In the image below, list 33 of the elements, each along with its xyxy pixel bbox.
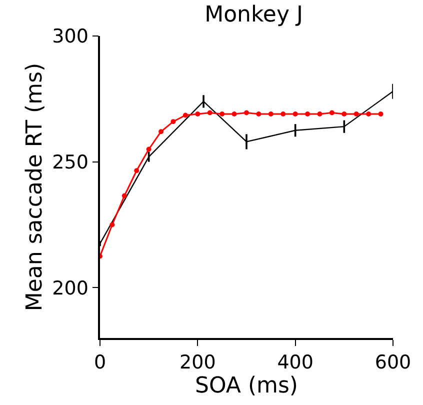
point: [110, 222, 115, 228]
point: [378, 112, 384, 117]
y-tick-label: 250: [52, 151, 88, 174]
point: [342, 112, 347, 117]
point: [220, 112, 225, 117]
x-tick-label: 200: [180, 352, 216, 374]
x-tick-label: 600: [374, 352, 412, 374]
point: [170, 119, 176, 124]
point: [317, 112, 322, 117]
point: [329, 110, 334, 116]
y-tick-label: 200: [52, 277, 88, 300]
x-axis-title: SOA (ms): [195, 374, 298, 399]
y-axis-title: Mean saccade RT (ms): [22, 62, 48, 312]
point: [366, 112, 372, 117]
point: [292, 112, 298, 117]
point: [256, 112, 262, 117]
point: [122, 193, 127, 198]
point: [158, 129, 164, 134]
point: [182, 112, 188, 118]
x-tick-label: 0: [94, 352, 106, 374]
point: [195, 112, 200, 117]
point: [244, 110, 249, 116]
point: [146, 146, 152, 152]
x-tick-label: 400: [277, 352, 314, 374]
point: [280, 112, 286, 117]
point: [134, 168, 140, 174]
y-tick-label: 300: [52, 26, 88, 48]
point: [232, 112, 237, 117]
point: [354, 112, 359, 117]
point: [305, 112, 310, 117]
point: [207, 110, 212, 116]
point: [268, 112, 274, 117]
chart-title: Monkey J: [204, 2, 303, 28]
